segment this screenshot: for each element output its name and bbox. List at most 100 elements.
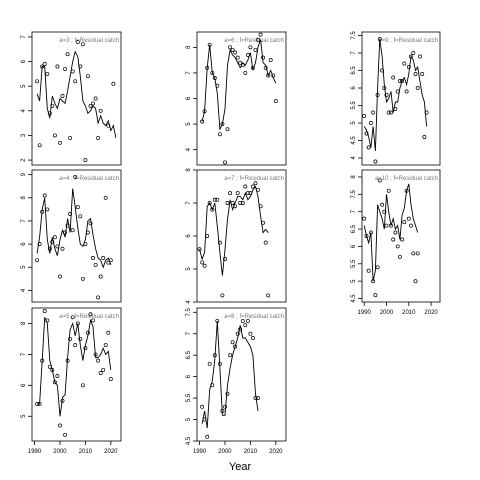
panel-a10: a=10 ; f=Residual catch 4.5 5 5.5 6 6.5 7 7.5 8 1… (351, 169, 441, 316)
data-point (253, 181, 258, 186)
data-point (377, 178, 382, 183)
panel-frame (361, 31, 441, 166)
data-point (250, 65, 255, 70)
data-point (83, 242, 88, 247)
data-point (55, 374, 60, 378)
y-tick-label: 4 (21, 288, 27, 292)
data-point (207, 42, 212, 47)
data-point (78, 64, 83, 69)
data-point (422, 135, 427, 139)
y-tick-label: 5 (186, 122, 192, 126)
y-tick-label: 7 (21, 219, 27, 223)
data-point (268, 58, 273, 63)
data-point (205, 234, 210, 238)
data-point (88, 221, 93, 226)
data-point (386, 110, 391, 115)
y-tick-label: 4 (186, 147, 192, 151)
data-point (98, 108, 103, 113)
data-point (233, 50, 238, 55)
data-point (70, 69, 75, 74)
panel-title: a=8 ; f=Residual catch (224, 314, 284, 320)
data-point (397, 79, 402, 83)
data-point (96, 295, 101, 300)
data-point (45, 207, 50, 212)
y-tick-label: 8 (186, 168, 192, 172)
data-point (235, 55, 240, 60)
data-point (60, 246, 65, 251)
data-point (52, 235, 57, 240)
data-point (395, 89, 400, 94)
series-line (36, 50, 117, 138)
data-point (217, 361, 222, 366)
y-tick-label: 5 (351, 121, 357, 125)
data-point (417, 54, 422, 59)
data-point (248, 331, 253, 336)
x-tick-label: 2010 (244, 449, 258, 455)
y-tick-label: 7.5 (186, 307, 192, 316)
data-point (220, 293, 225, 298)
data-point (40, 209, 45, 214)
data-point (42, 193, 47, 198)
data-point (200, 260, 205, 265)
data-point (106, 260, 111, 265)
series-line (199, 185, 269, 276)
y-tick-label: 8 (21, 195, 27, 199)
data-point (37, 143, 42, 148)
y-tick-label: 4 (21, 108, 27, 112)
data-point (73, 343, 78, 348)
y-tick-label: 5 (351, 279, 357, 283)
data-point (223, 404, 227, 409)
data-point (245, 53, 250, 57)
data-point (200, 404, 205, 409)
panel-frame (196, 169, 287, 303)
data-point (96, 358, 101, 363)
x-tick-label: 1990 (28, 449, 42, 455)
y-tick-label: 6 (21, 59, 27, 63)
panel-a7: a=7 ; f=Residual catch 4 5 6 7 8 (186, 168, 287, 304)
x-tick-label: 2020 (269, 449, 283, 455)
data-point (248, 45, 253, 50)
y-tick-label: 6 (186, 374, 192, 378)
data-point (230, 47, 235, 52)
series-line (36, 188, 112, 269)
data-point (47, 246, 52, 251)
data-point (111, 81, 116, 86)
data-point (389, 223, 393, 228)
data-point (96, 135, 101, 140)
panel-title: a=6 ; f=Residual catch (224, 38, 284, 44)
data-point (391, 75, 396, 80)
data-point (220, 409, 225, 413)
data-point (243, 323, 248, 328)
panel-title: a=3 ; f=Residual catch (59, 38, 119, 44)
panel-a5: a=5 ; f=Residual catch 5 6 7 8 1990 2000 2010 20… (21, 307, 122, 455)
y-tick-label: 5 (21, 414, 27, 418)
data-point (389, 110, 393, 115)
data-point (217, 132, 222, 137)
data-point (58, 274, 62, 279)
data-point (68, 336, 73, 341)
y-tick-label: 5.5 (351, 101, 357, 110)
data-point (60, 94, 65, 98)
data-point (202, 263, 207, 268)
data-point (409, 54, 413, 59)
y-tick-label: 6 (21, 383, 27, 387)
data-point (63, 66, 68, 71)
panel-title: a=5 ; f=Residual catch (59, 314, 119, 320)
data-point (73, 79, 78, 84)
data-point (415, 251, 420, 256)
data-point (65, 358, 70, 363)
data-point (42, 62, 47, 66)
data-point (106, 123, 111, 128)
data-point (384, 93, 389, 97)
panel-frame (31, 169, 122, 303)
data-point (393, 230, 398, 235)
y-tick-label: 4.5 (351, 136, 357, 145)
data-point (393, 107, 398, 111)
data-point (200, 119, 205, 124)
data-point (45, 318, 50, 323)
data-point (80, 42, 85, 47)
data-point (411, 251, 416, 256)
y-tick-label: 5 (21, 84, 27, 88)
data-point (85, 330, 90, 335)
data-point (35, 79, 40, 84)
